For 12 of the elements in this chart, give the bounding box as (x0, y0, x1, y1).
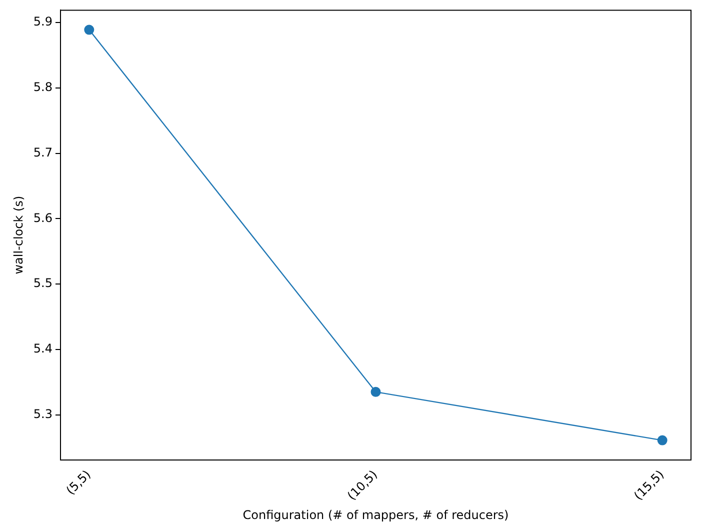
y-tick-label: 5.8 (33, 80, 52, 94)
point (657, 435, 668, 446)
y-tick-label: 5.5 (33, 276, 52, 290)
y-axis-title: wall-clock (s) (11, 196, 26, 274)
point (84, 24, 94, 35)
y-tick-label: 5.6 (33, 210, 52, 225)
y-tick-label: 5.9 (33, 14, 52, 29)
y-tick-label: 5.4 (33, 342, 52, 356)
y-tick-label: 5.3 (33, 406, 52, 421)
y-tick-label: 5.7 (33, 145, 52, 160)
point (370, 386, 381, 397)
x-axis-title: Configuration (# of mappers, # of reducers) (242, 508, 509, 522)
